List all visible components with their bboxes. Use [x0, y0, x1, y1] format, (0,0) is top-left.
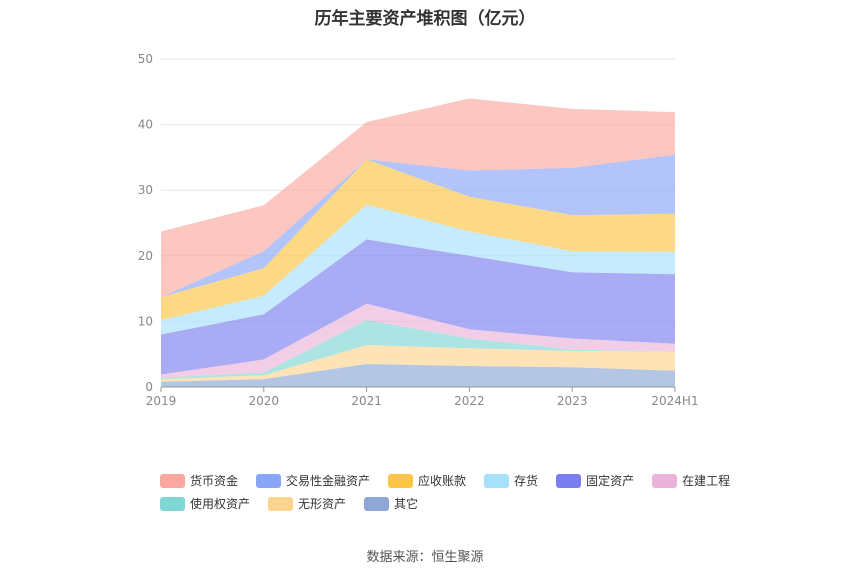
legend: 货币资金 交易性金融资产 应收账款 存货 固定资产 在建工程 使用权资产 无形资产 其它 [160, 472, 730, 518]
area-其它 [161, 364, 675, 387]
area-货币资金 [161, 98, 675, 298]
stacked-area-chart: 0 10 20 30 40 50 2019 2020 2021 2022 2023 2024H1 [138, 52, 699, 408]
legend-swatch [556, 473, 582, 488]
area-无形资产 [161, 345, 675, 382]
legend-item[interactable]: 应收账款 [388, 472, 466, 489]
y-tick-label: 0 [145, 380, 153, 394]
legend-label: 使用权资产 [190, 497, 251, 511]
legend-row-1: 货币资金 交易性金融资产 应收账款 存货 固定资产 在建工程 [160, 472, 730, 489]
y-tick-label: 50 [138, 52, 153, 66]
x-tick-label: 2022 [454, 394, 485, 408]
area-应收账款 [161, 159, 675, 321]
legend-row-2: 使用权资产 无形资产 其它 [160, 495, 720, 512]
y-tick-label: 20 [138, 249, 153, 263]
x-tick-label: 2023 [557, 394, 588, 408]
legend-item[interactable]: 存货 [484, 472, 538, 489]
x-tick-label: 2020 [249, 394, 280, 408]
y-tick-label: 40 [138, 118, 153, 132]
legend-swatch [652, 473, 678, 488]
legend-label: 交易性金融资产 [286, 474, 371, 488]
legend-label: 货币资金 [190, 474, 239, 488]
x-tick-label: 2021 [351, 394, 382, 408]
legend-item[interactable]: 在建工程 [652, 472, 730, 489]
legend-swatch [160, 473, 185, 488]
data-source: 数据来源：恒生聚源 [366, 550, 484, 565]
legend-label: 无形资产 [298, 497, 347, 511]
area-在建工程 [161, 303, 675, 378]
area-交易性金融资产 [161, 154, 675, 298]
legend-item[interactable]: 交易性金融资产 [256, 472, 370, 489]
area-series [161, 98, 675, 387]
axes: 0 10 20 30 40 50 2019 2020 2021 2022 2023 2024H1 [138, 52, 699, 408]
legend-item[interactable]: 无形资产 [268, 495, 346, 512]
x-tick-label: 2024H1 [651, 394, 698, 408]
legend-label: 其它 [394, 497, 419, 511]
legend-item[interactable]: 使用权资产 [160, 495, 250, 512]
legend-label: 应收账款 [418, 474, 467, 488]
legend-label: 固定资产 [586, 474, 635, 488]
legend-label: 在建工程 [682, 474, 731, 488]
area-固定资产 [161, 239, 675, 375]
chart-title: 历年主要资产堆积图（亿元） [314, 9, 536, 29]
legend-swatch [256, 473, 282, 488]
legend-swatch [484, 473, 510, 488]
legend-swatch [364, 496, 390, 511]
y-tick-label: 10 [138, 314, 153, 328]
legend-swatch [160, 496, 185, 511]
legend-swatch [388, 473, 414, 488]
area-存货 [161, 204, 675, 335]
area-使用权资产 [161, 320, 675, 380]
y-tick-label: 30 [138, 183, 153, 197]
legend-swatch [268, 496, 294, 511]
legend-item[interactable]: 货币资金 [160, 472, 238, 489]
x-tick-label: 2019 [146, 394, 177, 408]
legend-item[interactable]: 其它 [364, 495, 418, 512]
legend-item[interactable]: 固定资产 [556, 472, 634, 489]
legend-label: 存货 [514, 474, 539, 488]
